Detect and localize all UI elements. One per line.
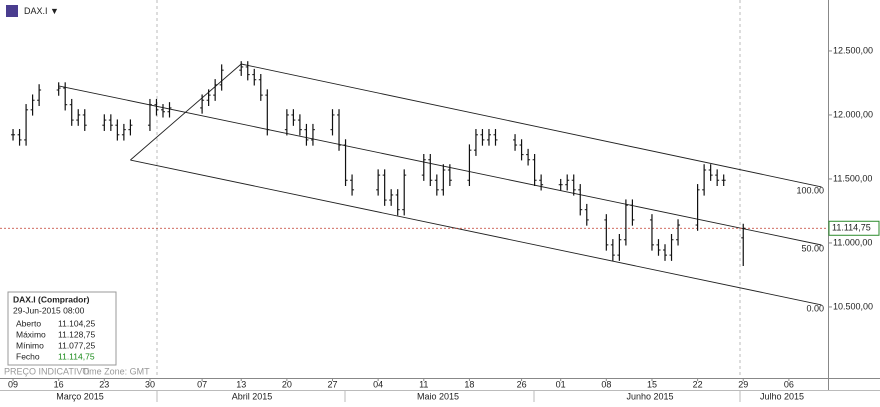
x-tick-label: 23 — [99, 379, 109, 389]
info-label: Máximo — [16, 329, 46, 339]
month-label: Julho 2015 — [760, 391, 804, 401]
x-tick-label: 30 — [145, 379, 155, 389]
x-tick-label: 29 — [738, 379, 748, 389]
x-tick-label: 04 — [373, 379, 383, 389]
dropdown-arrow[interactable]: ▼ — [50, 6, 59, 16]
y-tick-label: 12.500,00 — [833, 45, 873, 55]
info-label: Aberto — [16, 318, 41, 328]
info-time: 29-Jun-2015 08:00 — [13, 305, 85, 315]
y-tick-label: 11.000,00 — [833, 237, 872, 247]
x-tick-label: 16 — [54, 379, 64, 389]
channel-line — [130, 159, 822, 306]
month-label: Abril 2015 — [232, 391, 273, 401]
y-tick-label: 10.500,00 — [833, 301, 873, 311]
x-tick-label: 01 — [556, 379, 566, 389]
info-label: Fecho — [16, 351, 40, 361]
info-value: 11.114,75 — [58, 351, 95, 361]
x-tick-label: 27 — [327, 379, 337, 389]
channel-label: 0.00 — [806, 303, 824, 313]
channel-label: 100.00 — [796, 185, 824, 195]
x-tick-label: 26 — [517, 379, 527, 389]
info-box-frame — [7, 291, 117, 366]
month-label: Maio 2015 — [417, 391, 459, 401]
month-label: Março 2015 — [56, 391, 104, 401]
y-tick-label: 11.500,00 — [833, 173, 872, 183]
x-tick-label: 11 — [419, 379, 428, 389]
timezone: Time Zone: GMT — [82, 366, 150, 376]
channel-line — [241, 63, 822, 188]
x-tick-label: 20 — [282, 379, 292, 389]
x-tick-label: 13 — [236, 379, 246, 389]
channel-label: 50.00 — [801, 243, 824, 253]
x-tick-label: 18 — [464, 379, 474, 389]
info-label: Mínimo — [16, 340, 44, 350]
x-tick-label: 09 — [8, 379, 18, 389]
x-tick-label: 07 — [197, 379, 207, 389]
x-tick-label: 06 — [784, 379, 794, 389]
channel-line — [130, 63, 242, 161]
symbol-icon[interactable] — [6, 5, 18, 17]
last-price-box — [828, 220, 880, 236]
symbol[interactable]: DAX.I — [24, 6, 48, 16]
x-tick-label: 22 — [693, 379, 703, 389]
info-value: 11.104,25 — [58, 318, 95, 328]
x-tick-label: 15 — [647, 379, 657, 389]
info-title: DAX.I (Comprador) — [13, 294, 90, 304]
info-value: 11.128,75 — [58, 329, 95, 339]
month-label: Junho 2015 — [626, 391, 673, 401]
last-price-label: 11.114,75 — [832, 223, 871, 233]
info-value: 11.077,25 — [58, 340, 95, 350]
x-tick-label: 08 — [601, 379, 611, 389]
footer-note: PREÇO INDICATIVO — [4, 366, 89, 376]
y-tick-label: 12.000,00 — [833, 109, 873, 119]
info-box: DAX.I (Comprador) 29-Jun-2015 08:00 Aber… — [7, 291, 117, 366]
